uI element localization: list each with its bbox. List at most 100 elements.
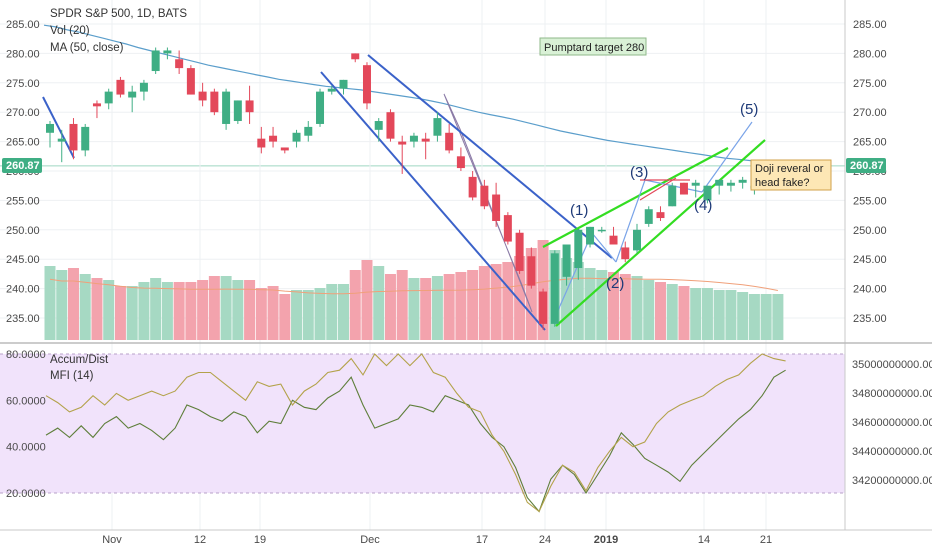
candle[interactable] <box>562 244 571 286</box>
candle[interactable] <box>668 182 677 207</box>
oscillator-axis[interactable]: 20.0000 40.0000 60.0000 80.0000 35000000000.… <box>6 349 932 500</box>
candle[interactable] <box>362 62 371 110</box>
candle[interactable] <box>351 53 360 63</box>
candle[interactable] <box>703 185 712 204</box>
candle[interactable] <box>386 109 395 142</box>
candle[interactable] <box>257 126 266 154</box>
time-tick-label: 17 <box>476 534 488 546</box>
legend-volume[interactable]: Vol (20) <box>50 25 90 37</box>
candle[interactable] <box>480 179 489 210</box>
wave-label-3[interactable]: (3) <box>630 164 648 181</box>
wave-path-1[interactable] <box>552 232 593 323</box>
legend-ma[interactable]: MA (50, close) <box>50 42 124 54</box>
candle[interactable] <box>586 226 595 248</box>
trendline-left[interactable] <box>42 96 75 159</box>
wave-path-2[interactable] <box>591 232 617 263</box>
ma50-line <box>43 24 772 163</box>
wave-label-1[interactable]: (1) <box>570 202 588 219</box>
wave-label-5[interactable]: (5) <box>740 101 758 118</box>
candle[interactable] <box>222 88 231 130</box>
price-tick-left: 255.00 <box>6 195 40 207</box>
price-tick-right: 265.00 <box>853 137 887 149</box>
candle[interactable] <box>210 88 219 116</box>
candle[interactable] <box>46 121 54 148</box>
candle[interactable] <box>233 100 242 124</box>
doji-note[interactable]: Doji reveral or head fake? <box>750 159 832 191</box>
oscillator-band <box>0 353 845 494</box>
candle[interactable] <box>269 126 278 148</box>
candle[interactable] <box>609 226 618 245</box>
candle[interactable] <box>128 85 137 113</box>
candle[interactable] <box>292 129 301 148</box>
candle[interactable] <box>316 88 325 127</box>
candle[interactable] <box>456 147 465 171</box>
candle[interactable] <box>597 226 606 233</box>
candle[interactable] <box>539 288 548 330</box>
candle[interactable] <box>527 247 536 289</box>
candle[interactable] <box>468 171 477 201</box>
candle[interactable] <box>691 179 700 198</box>
pumptard-note[interactable]: Pumptard target 280 <box>539 37 647 56</box>
wave-path-5[interactable] <box>701 121 753 193</box>
candle[interactable] <box>81 123 90 157</box>
candle[interactable] <box>715 179 724 195</box>
wave-path-3[interactable] <box>615 179 646 263</box>
candle[interactable] <box>656 206 665 221</box>
candle[interactable] <box>492 182 501 227</box>
candle[interactable] <box>679 182 688 195</box>
candle[interactable] <box>57 129 66 163</box>
candle[interactable] <box>574 229 583 280</box>
candle[interactable] <box>69 118 78 160</box>
volume-bar <box>349 270 361 340</box>
legend-accum-dist[interactable]: Accum/Dist <box>50 354 109 366</box>
candle[interactable] <box>633 223 641 254</box>
candle[interactable] <box>163 47 172 60</box>
candle[interactable] <box>398 135 407 174</box>
time-axis[interactable]: Nov 12 19 Dec 17 24 2019 14 21 <box>102 534 772 546</box>
wave-label-2[interactable]: (2) <box>606 275 624 292</box>
candle[interactable] <box>503 212 512 245</box>
candle[interactable] <box>374 118 383 142</box>
volume-bar <box>244 280 256 340</box>
legend-mfi[interactable]: MFI (14) <box>50 370 94 382</box>
candle[interactable] <box>198 82 207 107</box>
candle[interactable] <box>104 88 113 110</box>
candle[interactable] <box>409 132 418 148</box>
pumptard-note-text: Pumptard target 280 <box>544 42 644 54</box>
candle[interactable] <box>92 100 101 119</box>
candle[interactable] <box>421 132 430 160</box>
candle[interactable] <box>139 79 148 101</box>
volume-bar <box>91 278 103 340</box>
candle[interactable] <box>621 241 630 263</box>
red-trendline[interactable] <box>639 177 677 201</box>
candle[interactable] <box>280 147 289 154</box>
doji-note-line1: Doji reveral or <box>755 163 824 175</box>
candle[interactable] <box>515 229 524 274</box>
candle[interactable] <box>339 79 348 95</box>
volume-bar <box>361 260 373 340</box>
legend-symbol[interactable]: SPDR S&P 500, 1D, BATS <box>50 8 187 20</box>
candle[interactable] <box>245 85 254 124</box>
channel-lower[interactable] <box>555 139 766 327</box>
candle[interactable] <box>550 250 559 327</box>
wave-label-4[interactable]: (4) <box>694 197 712 214</box>
candle[interactable] <box>433 112 442 142</box>
price-tick-left: 245.00 <box>6 254 40 266</box>
candle[interactable] <box>186 65 195 95</box>
candle[interactable] <box>327 85 336 95</box>
candle[interactable] <box>175 50 184 74</box>
candle[interactable] <box>304 121 313 142</box>
candle[interactable] <box>116 76 125 98</box>
candle[interactable] <box>738 176 747 189</box>
candle[interactable] <box>726 179 735 192</box>
trendline-down-upper[interactable] <box>367 54 613 259</box>
channel-upper[interactable] <box>542 147 729 248</box>
doji-note-line2: head fake? <box>755 177 809 189</box>
candle[interactable] <box>445 123 454 154</box>
candle[interactable] <box>644 206 653 227</box>
trendline-down-lower[interactable] <box>320 71 546 331</box>
candle[interactable] <box>151 47 160 74</box>
price-tick-right: 255.00 <box>853 195 887 207</box>
volume-bar <box>596 270 608 340</box>
